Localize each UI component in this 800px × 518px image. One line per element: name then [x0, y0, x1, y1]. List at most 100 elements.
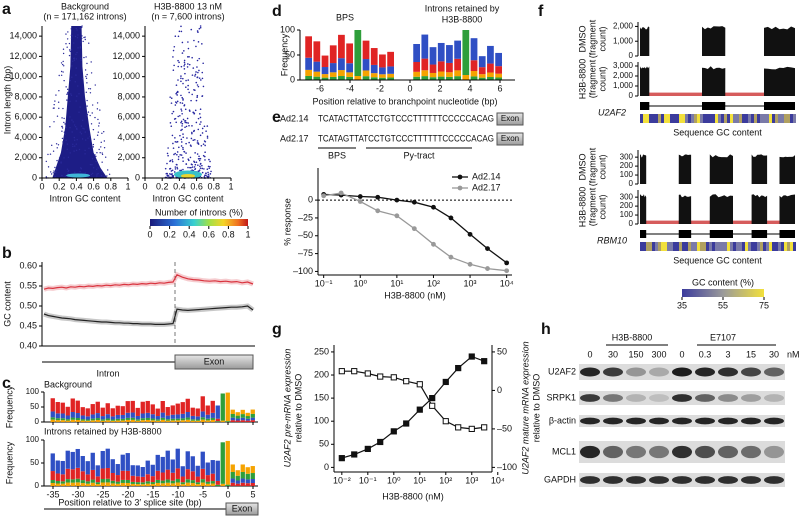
logo-letter — [387, 73, 394, 78]
gc-stripe — [688, 242, 691, 251]
gc-stripe — [718, 114, 721, 123]
density-dot — [91, 112, 93, 114]
logo-letter — [225, 440, 230, 485]
plot-frame — [145, 26, 231, 178]
logo-letter — [495, 66, 502, 74]
density-dot — [81, 138, 84, 140]
band — [718, 367, 738, 377]
density-dot — [194, 75, 196, 77]
logo-letter — [105, 420, 110, 422]
density-dot — [201, 95, 203, 97]
density-dot — [77, 34, 79, 36]
density-dot — [194, 168, 196, 171]
x-tick-label: -4 — [346, 83, 354, 93]
axis-label: Frequency — [4, 385, 14, 428]
density-dot — [180, 110, 183, 112]
logo-letter — [120, 470, 125, 480]
gene-name: RBM10 — [597, 235, 627, 245]
logo-letter — [145, 417, 150, 420]
logo-letter — [195, 476, 200, 483]
gc-stripe — [685, 114, 688, 123]
logo-letter — [487, 45, 494, 64]
density-dot — [96, 108, 99, 110]
density-dot — [91, 104, 94, 106]
logo-letter — [346, 63, 353, 73]
gc-stripe — [733, 242, 736, 251]
band — [580, 367, 600, 377]
density-dot — [167, 147, 169, 149]
y-tick-label: 4,000 — [14, 132, 37, 142]
band — [649, 476, 669, 484]
logo-letter — [190, 415, 195, 420]
logo-letter — [140, 482, 145, 485]
gene-name: U2AF2 — [598, 107, 626, 117]
fit-line — [341, 370, 485, 430]
density-dot — [182, 160, 184, 162]
logo-letter — [70, 482, 75, 486]
logo-letter — [413, 62, 420, 72]
density-dot — [180, 120, 183, 123]
density-dot — [173, 153, 175, 156]
logo-letter — [379, 77, 386, 80]
logo-letter — [180, 420, 185, 422]
logo-letter — [165, 420, 170, 422]
lane-label: 30 — [769, 349, 779, 359]
gc-stripe — [757, 114, 760, 123]
logo-letter — [185, 419, 190, 422]
density-dot — [63, 117, 65, 120]
logo-letter — [60, 460, 65, 475]
row-label: SRPK1 — [546, 392, 576, 402]
gc-stripe — [775, 114, 778, 123]
density-dot — [68, 49, 71, 51]
density-dot — [199, 165, 201, 168]
exon-box — [496, 112, 524, 126]
logo-letter — [210, 417, 215, 420]
logo-letter — [175, 418, 180, 421]
logo-letter — [100, 416, 105, 420]
gc-stripe — [643, 114, 646, 123]
gc-stripe — [736, 242, 739, 251]
logo-letter — [200, 468, 205, 480]
density-dot — [202, 143, 205, 145]
logo-letter — [80, 420, 85, 422]
density-dot — [80, 125, 83, 127]
gc-stripe — [766, 242, 769, 251]
logo-letter — [130, 417, 135, 420]
logo-letter — [110, 459, 115, 473]
gc-stripe — [730, 114, 733, 123]
legend-label: Ad2.14 — [472, 171, 501, 181]
density-dot — [87, 137, 89, 139]
density-dot — [174, 117, 177, 120]
logo-letter — [155, 454, 160, 471]
logo-letter — [115, 418, 120, 421]
density-dot — [86, 73, 88, 76]
construct-name: Ad2.14 — [280, 113, 309, 123]
logo-letter — [80, 419, 85, 421]
density-dot — [182, 118, 185, 121]
density-dot — [77, 47, 79, 49]
y-tick-label: 0 — [629, 179, 634, 188]
density-dot — [180, 75, 182, 77]
density-dot — [72, 145, 74, 148]
density-dot — [176, 164, 178, 166]
density-dot — [196, 66, 198, 68]
subplot-title: H3B-8800 — [442, 14, 483, 24]
density-dot — [97, 131, 100, 133]
gene-exon — [709, 230, 733, 238]
exon-label: Exon — [232, 503, 253, 513]
logo-letter — [487, 77, 494, 80]
density-dot — [187, 41, 189, 43]
density-dot — [88, 42, 90, 44]
density-dot — [169, 167, 172, 170]
density-dot — [52, 150, 55, 152]
density-dot — [206, 137, 209, 139]
logo-letter — [370, 64, 378, 74]
density-dot — [69, 50, 71, 53]
logo-letter — [429, 64, 437, 73]
logo-letter — [175, 478, 180, 483]
density-dot — [203, 175, 206, 178]
logo-letter — [321, 55, 329, 68]
density-dot — [176, 153, 178, 156]
logo-letter — [130, 465, 135, 476]
logo-letter — [120, 482, 125, 486]
